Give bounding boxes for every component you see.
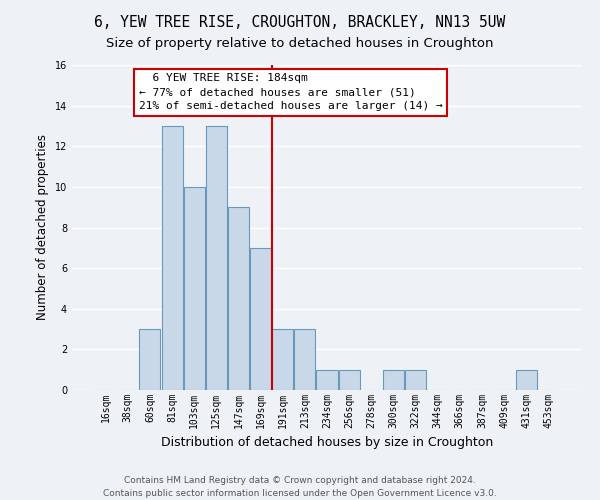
Bar: [383, 370, 404, 390]
Text: Contains HM Land Registry data © Crown copyright and database right 2024.
Contai: Contains HM Land Registry data © Crown c…: [103, 476, 497, 498]
Bar: [272, 329, 293, 390]
Bar: [228, 207, 249, 390]
Bar: [139, 329, 160, 390]
X-axis label: Distribution of detached houses by size in Croughton: Distribution of detached houses by size …: [161, 436, 493, 450]
Text: Size of property relative to detached houses in Croughton: Size of property relative to detached ho…: [106, 38, 494, 51]
Y-axis label: Number of detached properties: Number of detached properties: [36, 134, 49, 320]
Bar: [250, 248, 271, 390]
Bar: [206, 126, 227, 390]
Bar: [184, 187, 205, 390]
Bar: [405, 370, 426, 390]
Bar: [316, 370, 338, 390]
Bar: [515, 370, 536, 390]
Text: 6, YEW TREE RISE, CROUGHTON, BRACKLEY, NN13 5UW: 6, YEW TREE RISE, CROUGHTON, BRACKLEY, N…: [94, 15, 506, 30]
Bar: [161, 126, 182, 390]
Bar: [338, 370, 359, 390]
Text: 6 YEW TREE RISE: 184sqm
← 77% of detached houses are smaller (51)
21% of semi-de: 6 YEW TREE RISE: 184sqm ← 77% of detache…: [139, 73, 443, 111]
Bar: [295, 329, 316, 390]
